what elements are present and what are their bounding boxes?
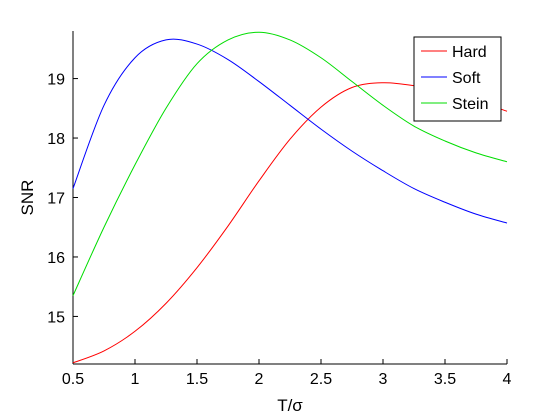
y-tick-label: 19 [47, 72, 65, 89]
x-tick-label: 1.5 [186, 371, 208, 388]
series-line-soft [72, 38, 508, 224]
series-line-stein [72, 31, 508, 296]
x-tick-label: 3.5 [434, 371, 456, 388]
legend: Hard Soft Stein [413, 36, 502, 122]
x-tick-label: 2 [255, 371, 264, 388]
legend-label-soft: Soft [452, 70, 481, 87]
y-tick-label: 18 [47, 131, 65, 148]
axes: 0.5 1 1.5 2 2.5 3 3.5 4 15 16 17 18 19 [47, 31, 512, 388]
x-tick-label: 0.5 [62, 371, 84, 388]
x-axis-title: T/σ [277, 396, 303, 415]
x-tick-label: 1 [131, 371, 140, 388]
y-axis-title: SNR [18, 180, 37, 216]
x-tick-label: 4 [503, 371, 512, 388]
x-tick-label: 3 [379, 371, 388, 388]
legend-label-hard: Hard [452, 44, 487, 61]
y-tick-label: 17 [47, 191, 65, 208]
x-tick-label: 2.5 [310, 371, 332, 388]
y-tick-label: 16 [47, 250, 65, 267]
legend-label-stein: Stein [452, 96, 488, 113]
y-tick-label: 15 [47, 309, 65, 326]
